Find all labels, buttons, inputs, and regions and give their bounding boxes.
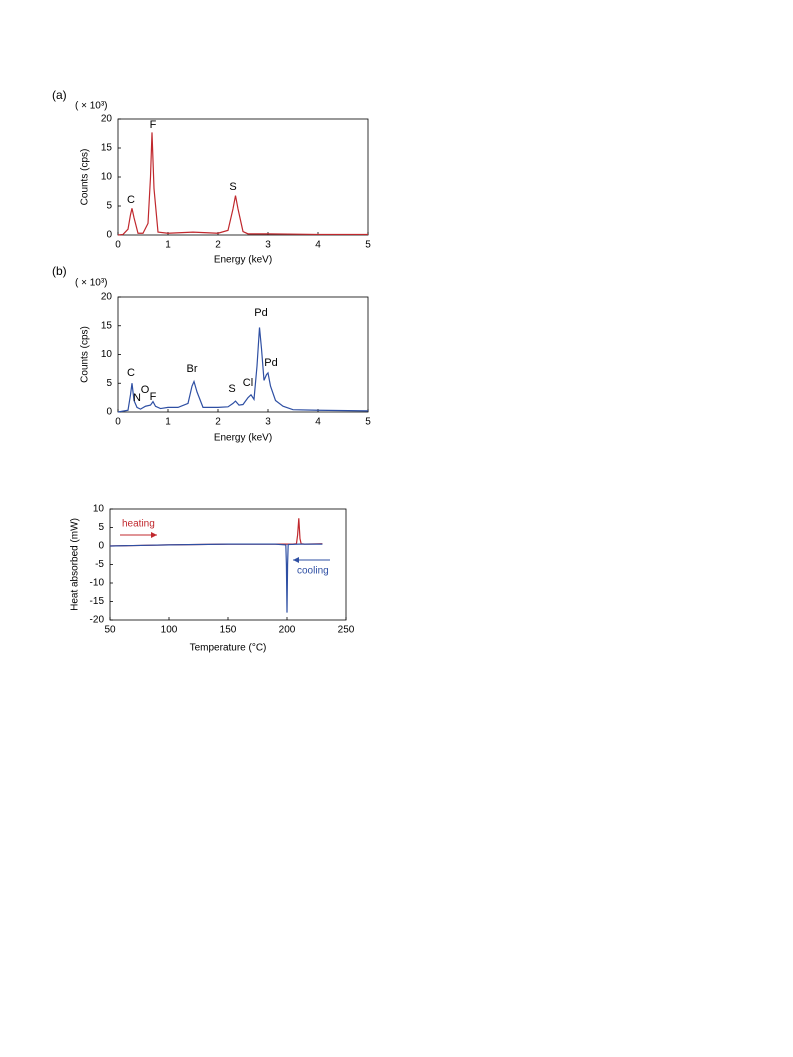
x-tick-label: 200 [279, 625, 296, 636]
peak-label: F [150, 119, 157, 131]
peak-label: C [127, 367, 135, 379]
peak-label: S [228, 383, 235, 395]
y-tick-label: 15 [101, 143, 113, 154]
peak-label: C [127, 194, 135, 206]
y-tick-label: 5 [106, 378, 112, 389]
y-tick-label: 20 [101, 114, 113, 125]
y-tick-label: -15 [90, 596, 105, 607]
x-axis-title: Temperature (°C) [190, 643, 267, 654]
y-tick-label: 10 [101, 172, 113, 183]
y-axis-title: Counts (cps) [80, 149, 91, 206]
x-tick-label: 2 [215, 240, 221, 251]
peak-label: Br [187, 363, 198, 375]
y-tick-label: -20 [90, 615, 105, 626]
y-tick-label: 10 [93, 504, 105, 515]
data-line [109, 543, 323, 613]
y-tick-label: 5 [98, 522, 104, 533]
peak-label: O [141, 384, 150, 396]
peak-label: N [133, 392, 141, 404]
data-line [117, 132, 368, 236]
x-tick-label: 5 [365, 417, 371, 428]
peak-label: S [229, 181, 236, 193]
panel-label: (a) [52, 88, 67, 102]
peak-label: Pd [254, 307, 267, 319]
peak-label: Cl [243, 377, 253, 389]
y-tick-label: -5 [95, 559, 104, 570]
y-tick-label: 10 [101, 349, 113, 360]
x-tick-label: 4 [315, 240, 321, 251]
series-label: cooling [297, 566, 329, 577]
y-tick-label: 0 [98, 541, 104, 552]
y-axis-title: Heat absorbed (mW) [70, 518, 81, 611]
y-tick-label: 5 [106, 201, 112, 212]
y-tick-label: 0 [106, 230, 112, 241]
x-tick-label: 5 [365, 240, 371, 251]
y-axis-title: Counts (cps) [80, 326, 91, 383]
y-tick-label: -10 [90, 578, 105, 589]
x-tick-label: 3 [265, 417, 271, 428]
peak-label: F [150, 391, 157, 403]
x-tick-label: 3 [265, 240, 271, 251]
x-tick-label: 1 [165, 417, 171, 428]
data-line [117, 327, 369, 413]
y-tick-label: 0 [106, 407, 112, 418]
x-tick-label: 150 [220, 625, 237, 636]
series-label: heating [122, 519, 155, 530]
x-tick-label: 250 [338, 625, 355, 636]
x-tick-label: 100 [161, 625, 178, 636]
plot-frame [117, 118, 369, 236]
peak-label: Pd [264, 357, 277, 369]
y-tick-label: 20 [101, 292, 113, 303]
x-tick-label: 50 [104, 625, 116, 636]
x-axis-title: Energy (keV) [214, 255, 272, 266]
y-multiplier: ( × 10³) [75, 278, 108, 289]
x-tick-label: 0 [115, 417, 121, 428]
x-tick-label: 0 [115, 240, 121, 251]
x-tick-label: 2 [215, 417, 221, 428]
arrow-head [293, 557, 299, 563]
panel-label: (b) [52, 264, 67, 278]
x-tick-label: 1 [165, 240, 171, 251]
y-tick-label: 15 [101, 320, 113, 331]
x-tick-label: 4 [315, 417, 321, 428]
y-multiplier: ( × 10³) [75, 101, 108, 112]
arrow-head [151, 532, 157, 538]
x-axis-title: Energy (keV) [214, 433, 272, 444]
